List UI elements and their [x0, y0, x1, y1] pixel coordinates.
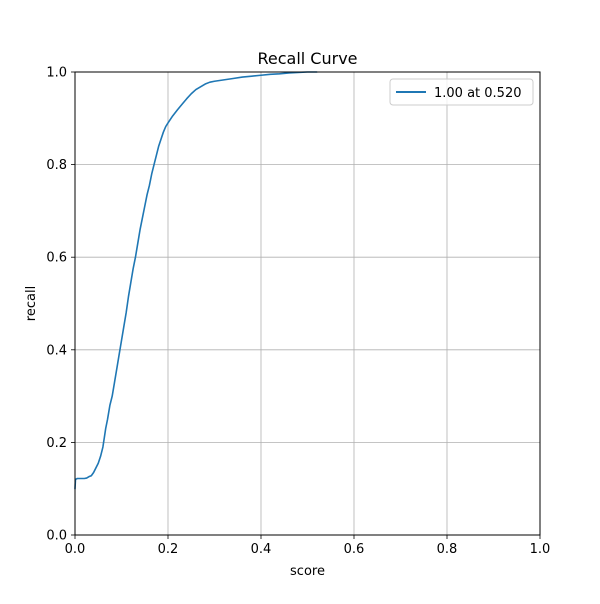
x-tick-label: 0.0	[65, 542, 86, 557]
x-tick-label: 0.2	[158, 542, 179, 557]
x-tick-label: 1.0	[530, 542, 551, 557]
y-tick-label: 0.0	[46, 529, 67, 544]
x-tick-label: 0.6	[344, 542, 365, 557]
x-tick-label: 0.8	[437, 542, 458, 557]
series-line-0	[74, 71, 318, 490]
legend: 1.00 at 0.520	[389, 78, 534, 106]
axes-frame	[74, 71, 541, 536]
legend-box	[389, 78, 534, 106]
y-tick-label: 0.6	[46, 251, 67, 266]
ticks: 0.0 0.2 0.4 0.6 0.8 1.0 0.0 0.2 0.4 0.6 0.8 1.0	[46, 66, 550, 558]
grid	[74, 71, 541, 536]
x-axis-label: score	[290, 564, 325, 579]
y-tick-label: 0.2	[46, 436, 67, 451]
chart-title: Recall Curve	[257, 49, 357, 68]
y-tick-label: 1.0	[46, 66, 67, 81]
y-tick-label: 0.4	[46, 343, 67, 358]
legend-series-label: 1.00 at 0.520	[434, 86, 522, 101]
x-tick-label: 0.4	[251, 542, 272, 557]
y-axis-label: recall	[24, 286, 39, 321]
y-tick-label: 0.8	[46, 158, 67, 173]
series-layer	[74, 71, 318, 490]
